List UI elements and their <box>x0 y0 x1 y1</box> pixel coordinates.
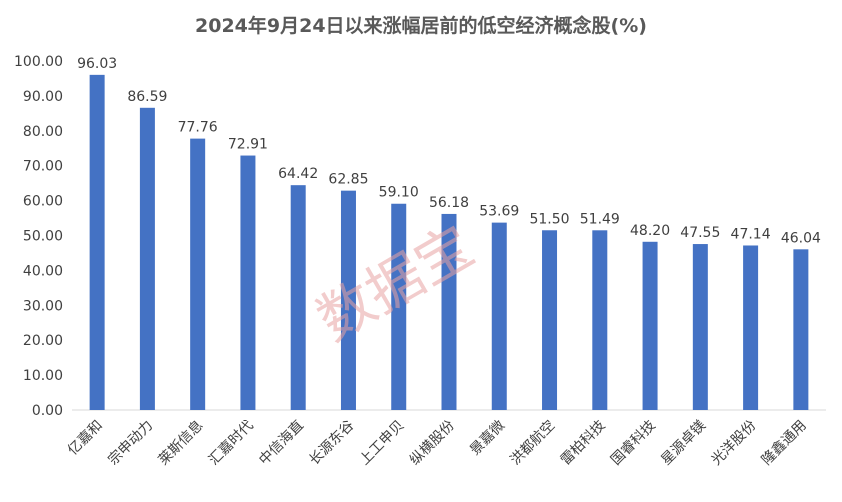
y-axis-ticks: 0.00 10.00 20.00 30.00 40.00 50.00 60.00 70.00 8… <box>14 54 63 419</box>
x-tick-label: 中信海直 <box>255 417 307 469</box>
x-tick-label: 洪都航空 <box>507 418 558 469</box>
data-label: 46.04 <box>781 230 821 246</box>
data-label: 51.50 <box>529 211 569 227</box>
bar <box>793 249 809 410</box>
bar <box>240 155 256 410</box>
data-label: 77.76 <box>178 120 218 136</box>
data-label: 53.69 <box>479 204 519 220</box>
data-label: 96.03 <box>77 56 117 72</box>
bar <box>642 241 658 410</box>
y-tick-label: 30.00 <box>23 298 63 314</box>
bar <box>592 230 608 410</box>
bar <box>542 230 558 410</box>
y-tick-label: 70.00 <box>23 159 63 175</box>
x-tick-label: 隆鑫通用 <box>758 417 810 469</box>
bar <box>692 244 708 410</box>
x-axis-ticks: 亿嘉和 宗申动力 莱斯信息 汇嘉时代 中信海直 长源东谷 上工申贝 纵横股份 景嘉微 洪都航空 雷柏… <box>65 417 810 469</box>
data-label: 64.42 <box>278 166 318 182</box>
bar <box>491 222 507 410</box>
bar <box>340 190 356 410</box>
data-label: 86.59 <box>127 89 167 105</box>
data-label: 48.20 <box>630 223 670 239</box>
x-tick-label: 星源卓镁 <box>658 418 709 469</box>
data-label: 62.85 <box>328 172 368 188</box>
data-label: 56.18 <box>429 195 469 211</box>
chart-title: 2024年9月24日以来涨幅居前的低空经济概念股(%) <box>195 14 647 37</box>
x-tick-label: 亿嘉和 <box>65 418 106 459</box>
y-tick-label: 10.00 <box>23 368 63 384</box>
x-tick-label: 景嘉微 <box>467 418 508 459</box>
y-tick-label: 40.00 <box>23 263 63 279</box>
data-label: 51.49 <box>580 211 620 227</box>
bar <box>89 74 105 411</box>
y-tick-label: 0.00 <box>32 403 63 419</box>
data-label: 72.91 <box>228 137 268 153</box>
x-tick-label: 莱斯信息 <box>155 417 207 469</box>
bar <box>139 107 155 410</box>
x-tick-label: 光洋股份 <box>709 418 760 469</box>
bar <box>190 138 206 410</box>
bars <box>89 74 809 411</box>
data-label: 47.55 <box>680 225 720 241</box>
x-tick-label: 汇嘉时代 <box>206 418 257 469</box>
x-tick-label: 上工申贝 <box>357 418 408 469</box>
x-tick-label: 宗申动力 <box>105 418 156 469</box>
x-tick-label: 国睿科技 <box>608 418 659 469</box>
bar <box>441 213 457 410</box>
y-tick-label: 20.00 <box>23 333 63 349</box>
data-labels: 96.03 86.59 77.76 72.91 64.42 62.85 59.10 56.18… <box>77 56 821 246</box>
bar <box>290 185 306 410</box>
y-tick-label: 90.00 <box>23 89 63 105</box>
x-tick-label: 长源东谷 <box>306 418 357 469</box>
data-label: 47.14 <box>731 226 771 242</box>
y-tick-label: 60.00 <box>23 194 63 210</box>
x-tick-label: 雷柏科技 <box>558 418 609 469</box>
y-tick-label: 50.00 <box>23 229 63 245</box>
data-label: 59.10 <box>379 185 419 201</box>
bar <box>391 203 407 410</box>
bar <box>743 245 759 410</box>
y-tick-label: 80.00 <box>23 124 63 140</box>
y-tick-label: 100.00 <box>14 54 63 70</box>
x-tick-label: 纵横股份 <box>407 418 458 469</box>
